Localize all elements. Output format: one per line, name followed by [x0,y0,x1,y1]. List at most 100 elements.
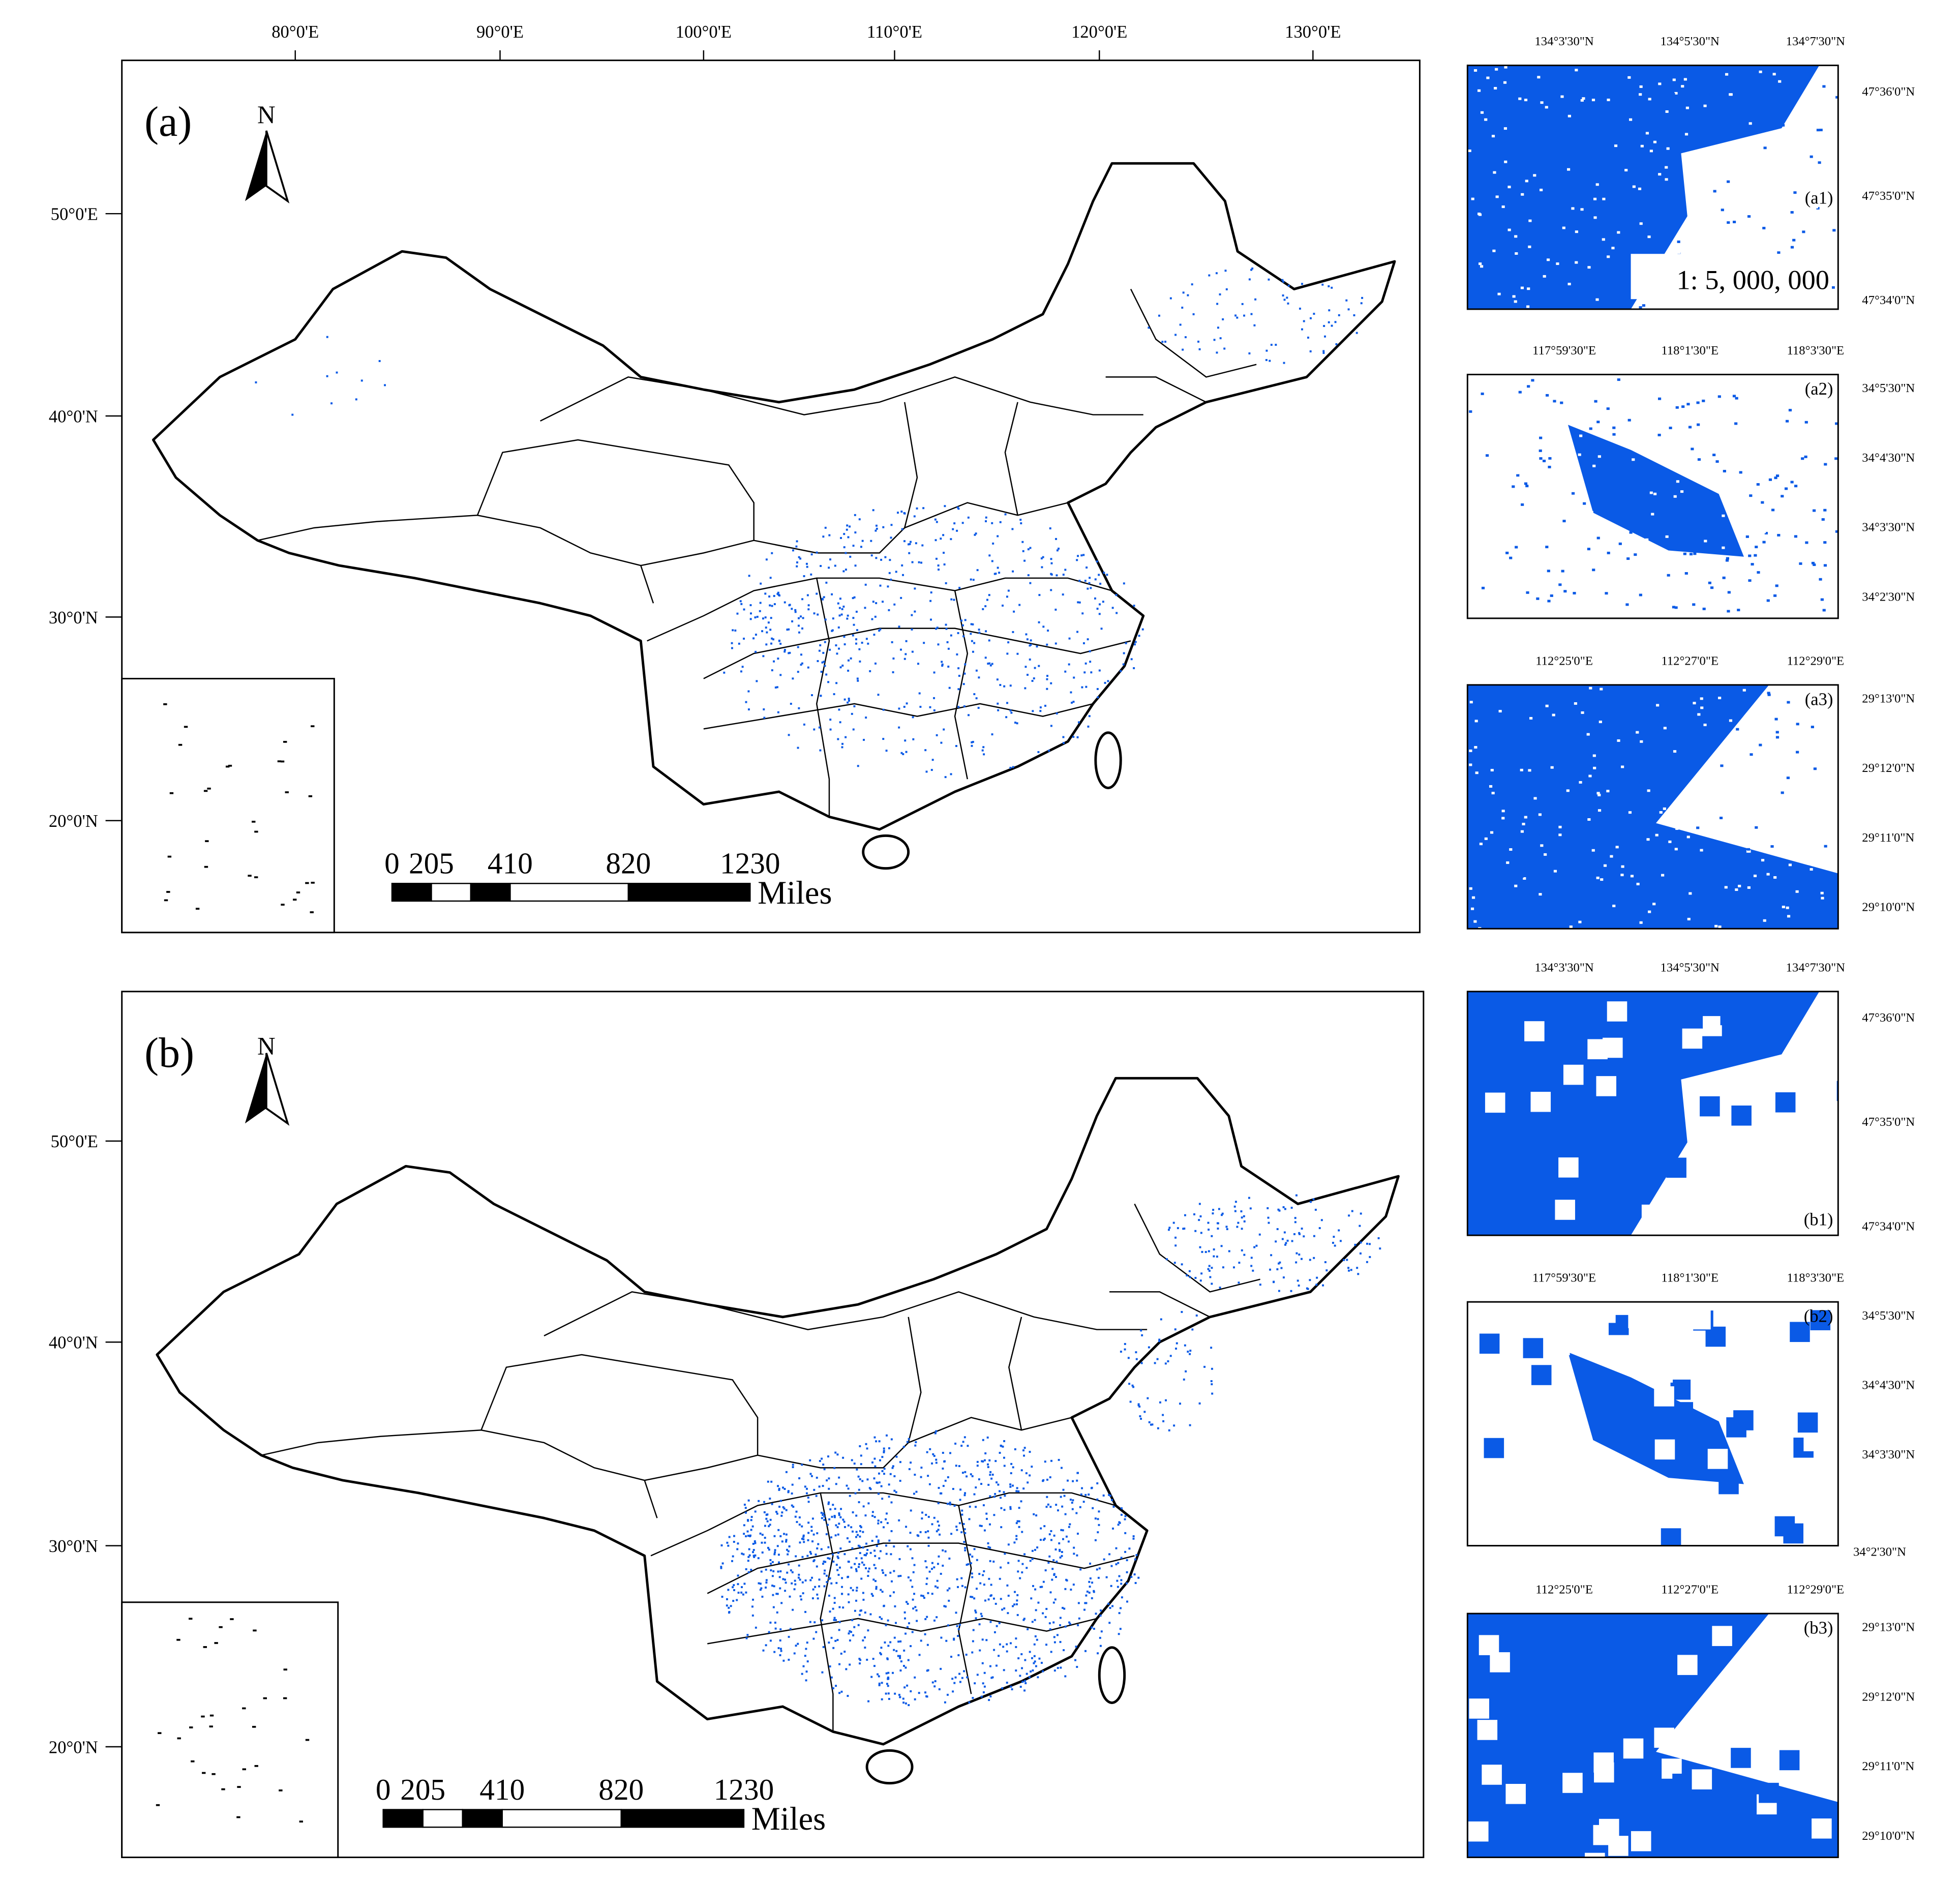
crop-pixel [937,564,940,567]
crop-pixel [1037,1676,1039,1679]
crop-pixel [1057,1509,1059,1512]
crop-pixel [936,1579,939,1582]
crop-pixel [1243,1220,1246,1222]
crop-pixel [834,1508,836,1510]
crop-pixel [764,1537,766,1539]
inset-lat-label: 34°2'30"N [1853,1545,1906,1559]
pixel [1617,231,1620,234]
crop-pixel [1071,701,1073,704]
crop-pixel [975,532,977,535]
crop-pixel [1301,1228,1303,1230]
pixel [1721,208,1724,212]
crop-pixel [904,1666,907,1669]
crop-pixel [998,572,1001,574]
crop-pixel [739,600,742,603]
crop-pixel [1050,725,1052,727]
pixel [1708,133,1712,136]
crop-pixel [887,1678,889,1680]
crop-pixel [933,1685,936,1688]
crop-pixel [785,1471,788,1473]
pixel [1815,205,1819,208]
pixel [1612,492,1616,495]
crop-pixel [1277,1208,1280,1211]
crop-pixel [1270,344,1273,346]
crop-pixel [983,1459,986,1461]
crop-pixel [1093,1591,1095,1593]
crop-pixel [862,1531,864,1533]
crop-pixel [885,1672,888,1675]
crop-pixel [864,1554,867,1557]
crop-pixel [1268,1221,1270,1224]
crop-pixel [1252,1269,1254,1272]
crop-pixel [1024,1682,1027,1684]
pixel [1795,468,1799,471]
crop-pixel [1009,1483,1012,1486]
crop-pixel [815,1631,818,1633]
crop-pixel [778,594,780,596]
crop-pixel [820,695,822,697]
crop-pixel [877,1673,879,1676]
crop-pixel [859,1525,862,1527]
crop-pixel [810,1526,813,1528]
crop-pixel [1012,631,1014,633]
crop-pixel [1002,1445,1004,1448]
pixel [1491,78,1494,81]
crop-pixel [1076,559,1078,561]
crop-pixel [853,596,856,599]
crop-pixel [743,1533,745,1535]
crop-pixel [771,1575,774,1577]
crop-pixel [1046,678,1048,680]
crop-pixel [1073,1546,1075,1549]
crop-pixel [747,1560,749,1562]
crop-pixel [1108,1622,1111,1624]
pixel [1674,848,1678,851]
crop-pixel [1024,687,1027,690]
crop-pixel [949,1503,952,1506]
crop-pixel [872,509,875,512]
crop-pixel [1015,1490,1018,1493]
crop-pixel [957,508,960,510]
crop-pixel [796,561,798,563]
crop-pixel [748,1554,751,1557]
crop-pixel [798,631,800,634]
pixel [1725,73,1729,76]
pixel [1794,535,1798,538]
pixel [1777,251,1781,254]
crop-pixel [962,635,965,638]
crop-pixel [843,1526,846,1528]
crop-pixel [1069,1499,1072,1501]
crop-pixel [899,1696,901,1698]
crop-pixel [1054,1548,1057,1550]
crop-pixel [1283,299,1286,301]
island [283,1697,287,1699]
pixel [1713,190,1716,193]
crop-pixel [765,1644,767,1647]
pixel [1687,917,1691,920]
crop-pixel [835,1619,837,1621]
crop-pixel [931,1562,933,1564]
pixel [1547,570,1550,573]
crop-pixel [1124,1518,1126,1520]
crop-pixel [1360,1212,1362,1215]
crop-pixel [1167,1360,1169,1362]
inset-lat-label: 47°36'0"N [1862,85,1915,99]
pixel [1607,551,1610,554]
crop-pixel [903,512,906,514]
pixel [1556,159,1560,162]
pixel [1674,92,1678,95]
crop-pixel [838,614,841,617]
pixel [1661,1528,1681,1546]
crop-pixel [913,1564,916,1566]
pixel [1579,434,1583,437]
crop-pixel [1003,1491,1005,1494]
pixel [1489,1228,1509,1236]
crop-pixel [907,1545,909,1547]
crop-pixel [854,1492,857,1495]
crop-pixel [1188,1270,1191,1272]
crop-pixel [798,1516,801,1518]
crop-pixel [1379,1247,1381,1250]
crop-pixel [833,1617,836,1619]
crop-pixel [1059,1556,1062,1559]
crop-pixel [874,1465,877,1468]
pixel [1714,468,1717,471]
